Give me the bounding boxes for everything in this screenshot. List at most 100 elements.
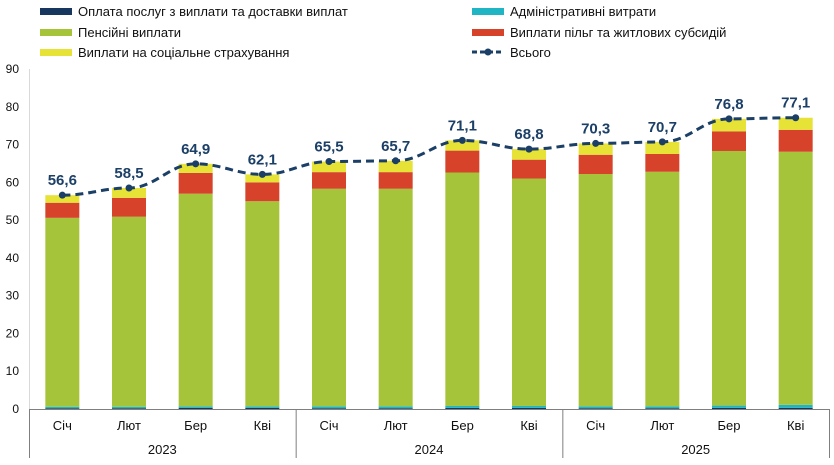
legend-label: Оплата послуг з виплати та доставки випл…	[78, 4, 348, 19]
bar-segment	[778, 404, 813, 408]
bar-segment	[112, 408, 146, 409]
legend: Оплата послуг з виплати та доставки випл…	[40, 4, 726, 60]
bar-segment	[312, 408, 346, 409]
y-axis: 0 10 20 30 40 50 60 70 80 90	[6, 62, 20, 416]
total-point	[792, 114, 800, 122]
legend-swatch	[40, 8, 72, 15]
total-point	[658, 138, 666, 146]
bar-segment	[645, 171, 680, 407]
legend-label: Пенсійні виплати	[78, 25, 181, 40]
total-point	[392, 157, 400, 165]
legend-item: Всього	[472, 45, 551, 60]
total-data-label: 64,9	[181, 141, 210, 158]
x-tick-label: Лют	[117, 418, 141, 433]
bar-segment	[178, 172, 213, 194]
bar-segment	[778, 407, 813, 409]
total-data-label: 62,1	[248, 151, 277, 168]
x-tick-label: Січ	[319, 418, 338, 433]
total-data-label: 68,8	[514, 126, 543, 143]
bar-segment	[712, 150, 746, 406]
legend-item: Адміністративні витрати	[472, 4, 656, 19]
y-tick-label: 70	[6, 138, 20, 152]
total-data-label: 56,6	[48, 172, 77, 189]
bar-stack	[712, 118, 746, 409]
legend-label: Виплати на соціальне страхування	[78, 45, 289, 60]
bar-segment	[778, 129, 813, 152]
legend-swatch	[472, 8, 504, 15]
total-data-label: 71,1	[448, 117, 477, 134]
bar-segment	[312, 406, 346, 409]
x-tick-label: Лют	[384, 418, 408, 433]
x-group-label: 2023	[148, 442, 177, 457]
legend-item: Оплата послуг з виплати та доставки випл…	[40, 4, 348, 19]
total-point	[325, 158, 333, 166]
bar-segment	[178, 193, 213, 407]
bar-segment	[445, 405, 480, 408]
bar-segment	[578, 408, 613, 409]
total-data-label: 65,5	[314, 139, 343, 156]
x-tick-label: Січ	[586, 418, 605, 433]
bar-segment	[378, 406, 413, 409]
bar-segment	[445, 407, 480, 409]
bar-segment	[378, 408, 413, 409]
x-tick-label: Бер	[451, 418, 474, 433]
total-series-line	[62, 116, 796, 197]
bar-segment	[378, 188, 413, 407]
legend-item: Пенсійні виплати	[40, 25, 181, 40]
total-data-label: 70,7	[648, 119, 677, 136]
legend-item: Виплати пільг та житлових субсидій	[472, 25, 726, 40]
bar-stack	[245, 174, 280, 409]
bar-segment	[245, 182, 280, 202]
bar-segment	[445, 172, 480, 406]
bar-segment	[378, 172, 413, 189]
bar-segment	[712, 405, 746, 408]
bar-segment	[645, 406, 680, 409]
x-tick-label: Кві	[787, 418, 804, 433]
x-tick-label: Кві	[520, 418, 537, 433]
legend-swatch	[472, 29, 504, 36]
bar-segment	[512, 405, 546, 408]
bar-segment	[445, 140, 480, 151]
bar-segment	[245, 407, 280, 409]
bar-segment	[245, 174, 280, 183]
bar-segment	[712, 407, 746, 409]
legend-label: Адміністративні витрати	[510, 4, 656, 19]
legend-label: Всього	[510, 45, 551, 60]
legend-label: Виплати пільг та житлових субсидій	[510, 25, 726, 40]
x-tick-label: Кві	[254, 418, 271, 433]
x-tick-label: Бер	[718, 418, 741, 433]
y-tick-label: 50	[6, 213, 20, 227]
bar-segment	[245, 201, 280, 407]
bar-stack	[512, 149, 546, 409]
bar-stack	[178, 163, 213, 409]
bar-segment	[645, 154, 680, 172]
bar-segment	[645, 141, 680, 154]
bar-segment	[45, 217, 80, 407]
total-data-label: 76,8	[714, 96, 743, 113]
y-tick-label: 10	[6, 364, 20, 378]
legend-item: Виплати на соціальне страхування	[40, 45, 289, 60]
bar-segment	[178, 163, 213, 173]
total-point	[458, 136, 466, 144]
bar-segment	[578, 174, 613, 407]
y-tick-label: 90	[6, 62, 20, 76]
bar-stack	[312, 161, 346, 409]
bar-segment	[712, 118, 746, 132]
bar-segment	[45, 406, 80, 409]
bar-segment	[312, 161, 346, 173]
bar-segment	[112, 216, 146, 407]
bar-segment	[712, 131, 746, 151]
total-line: 56,6 58,5 64,9 62,1 65,5 65,7 71,1 68,8 70,3 70,7…	[48, 95, 810, 199]
total-point	[58, 191, 66, 199]
bar-segment	[45, 408, 80, 409]
bar-segment	[512, 149, 546, 160]
bar-segment	[578, 143, 613, 155]
total-point	[525, 145, 533, 153]
x-tick-label: Січ	[53, 418, 72, 433]
total-point	[725, 115, 733, 123]
y-tick-label: 0	[12, 402, 19, 416]
total-point	[258, 170, 266, 178]
total-data-label: 65,7	[381, 138, 410, 155]
total-data-label: 58,5	[114, 165, 143, 182]
